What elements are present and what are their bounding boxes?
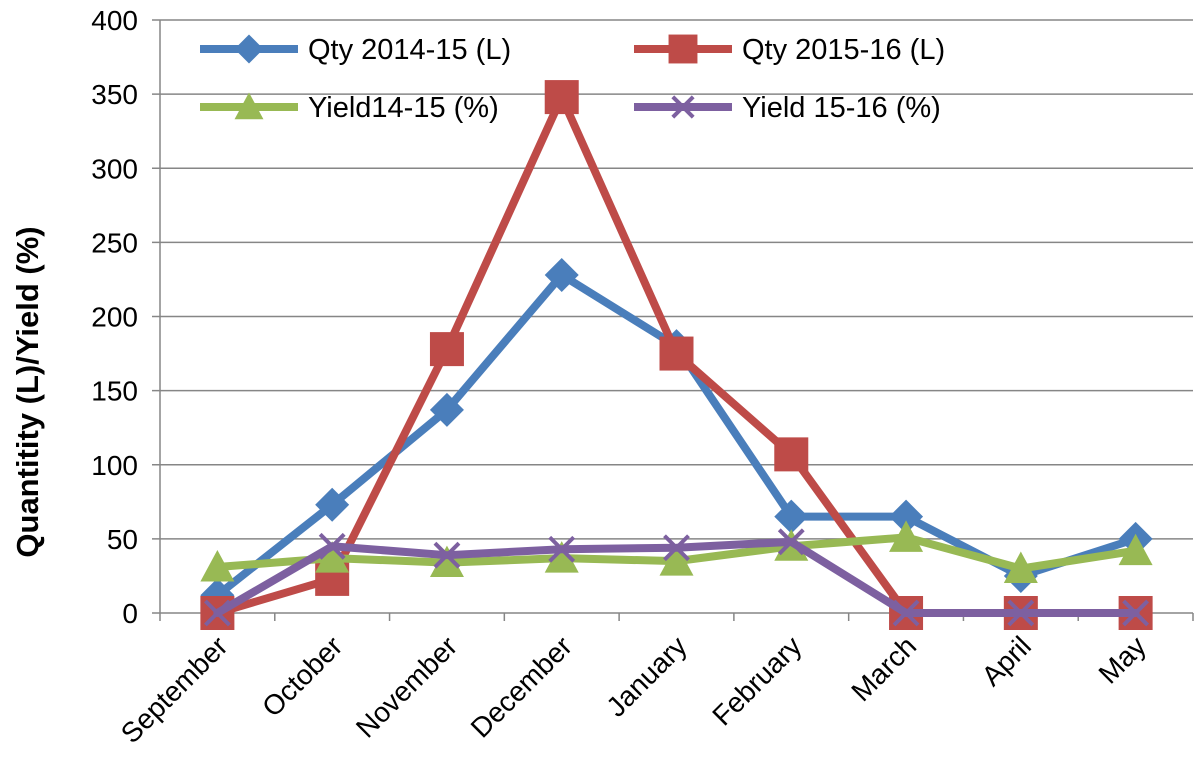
legend-marker bbox=[671, 95, 695, 119]
data-point bbox=[1122, 599, 1150, 627]
legend: Qty 2014-15 (L) Qty 2015-16 (L) Yield14-15… bbox=[200, 34, 945, 124]
y-tick-label: 300 bbox=[91, 153, 138, 184]
y-tick-labels: 0 50 100 150 200 250 300 350 400 bbox=[91, 5, 138, 629]
data-point bbox=[889, 520, 924, 552]
data-point bbox=[774, 499, 809, 534]
x-tick-label: March bbox=[845, 630, 922, 707]
legend-label: Yield 15-16 (%) bbox=[742, 92, 941, 124]
y-tick-label: 400 bbox=[91, 5, 138, 36]
data-point bbox=[429, 392, 464, 427]
x-tick-label: October bbox=[256, 630, 348, 722]
data-point bbox=[1118, 533, 1153, 566]
data-point bbox=[318, 532, 346, 560]
data-point bbox=[200, 550, 235, 582]
data-point bbox=[429, 545, 464, 578]
data-point bbox=[659, 544, 694, 576]
data-point bbox=[663, 534, 690, 562]
x-tick-label: April bbox=[976, 630, 1038, 692]
legend-marker bbox=[234, 92, 264, 120]
legend-item: Yield14-15 (%) bbox=[200, 92, 499, 124]
data-point bbox=[203, 599, 231, 627]
legend-label: Yield14-15 (%) bbox=[308, 92, 499, 124]
data-point bbox=[659, 336, 694, 371]
data-point bbox=[774, 437, 809, 472]
x-tick-label: January bbox=[600, 630, 692, 722]
legend-label: Qty 2015-16 (L) bbox=[742, 34, 945, 66]
legend-item: Qty 2015-16 (L) bbox=[634, 34, 945, 66]
x-tick-label: May bbox=[1093, 630, 1152, 689]
data-point bbox=[315, 541, 350, 573]
y-tick-label: 350 bbox=[91, 79, 138, 110]
data-point bbox=[544, 257, 579, 292]
data-point bbox=[315, 487, 350, 522]
data-point bbox=[548, 535, 576, 563]
data-point bbox=[433, 541, 461, 569]
y-tick-label: 100 bbox=[91, 450, 138, 481]
data-point bbox=[889, 499, 924, 534]
series-4 bbox=[203, 528, 1150, 627]
x-tick-label: December bbox=[465, 630, 578, 743]
y-tick-label: 200 bbox=[91, 302, 138, 333]
x-tick-label: February bbox=[706, 630, 807, 731]
data-point bbox=[1007, 599, 1035, 627]
legend-item: Yield 15-16 (%) bbox=[634, 92, 941, 124]
y-tick-label: 50 bbox=[107, 524, 138, 555]
series-group bbox=[200, 80, 1153, 630]
y-tick-label: 250 bbox=[91, 227, 138, 258]
y-axis-title: Quantitity (L)/Yield (%) bbox=[10, 226, 45, 557]
x-tick-label: November bbox=[350, 630, 463, 743]
data-point bbox=[544, 541, 579, 573]
gridlines bbox=[160, 19, 1193, 540]
data-point bbox=[544, 80, 579, 115]
x-tick-labels: September October November December January F… bbox=[115, 630, 1152, 749]
data-point bbox=[777, 528, 805, 556]
legend-label: Qty 2014-15 (L) bbox=[308, 34, 511, 66]
data-point bbox=[892, 599, 920, 627]
x-tick-label: September bbox=[115, 630, 234, 749]
y-tick-label: 0 bbox=[122, 598, 138, 629]
legend-marker bbox=[668, 34, 698, 64]
data-point bbox=[1003, 551, 1038, 583]
y-tick-label: 150 bbox=[91, 376, 138, 407]
legend-marker bbox=[234, 34, 264, 64]
data-point bbox=[429, 332, 464, 367]
legend-item: Qty 2014-15 (L) bbox=[200, 34, 511, 66]
